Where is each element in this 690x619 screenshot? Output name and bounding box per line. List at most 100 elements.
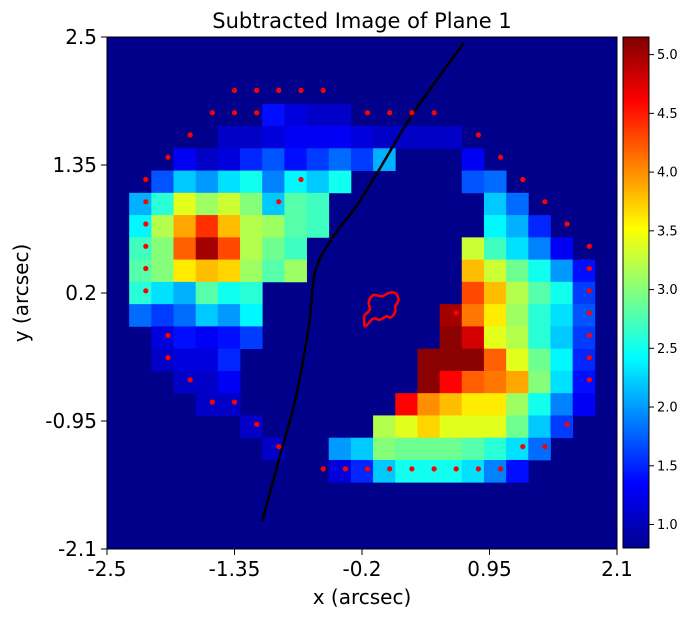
image-position-dot [143,199,149,205]
heatmap-cell [240,326,263,350]
image-position-dot [586,243,592,249]
colorbar-ticks: 1.0 1.5 2.0 2.5 3.0 3.5 4.0 4.5 5.0 [649,48,678,533]
heatmap-cell [461,259,485,283]
heatmap-cell [461,170,485,194]
heatmap-cell [483,304,507,327]
image-position-dot [143,288,149,294]
heatmap-cell [572,348,596,372]
heatmap-cell [262,192,285,216]
image-position-dot [409,110,415,116]
x-tick-label: 2.1 [601,557,633,581]
image-position-dot [231,110,238,116]
colorbar-tick-label: 1.0 [657,518,678,533]
y-tick-label: -2.1 [58,537,97,561]
heatmap-cell [129,259,152,283]
heatmap-cell [506,259,529,283]
heatmap-cell [151,237,174,261]
heatmap-cell [284,215,307,238]
image-position-dot [143,221,149,227]
heatmap-cell [483,393,507,416]
heatmap-cell [461,459,485,483]
image-position-dot [520,444,526,450]
heatmap-cell [129,304,152,327]
heatmap-cell [417,437,440,461]
heatmap-cell [417,393,440,416]
heatmap-cell [373,415,396,439]
heatmap-cell [483,170,507,194]
heatmap-cell [550,370,574,394]
heatmap-cell [373,437,396,461]
heatmap-cell [461,370,485,394]
image-position-dot [231,399,238,405]
heatmap-cell [195,215,219,238]
heatmap-cell [173,170,197,194]
heatmap-cell [506,459,529,483]
heatmap-cell [284,126,307,149]
heatmap-cell [439,393,463,416]
heatmap-cell [173,237,197,261]
image-position-dot [409,466,415,472]
heatmap-cell [151,170,174,194]
image-position-dot [320,87,326,93]
heatmap-cell [262,259,285,283]
heatmap-cell [173,259,197,283]
image-position-dot [498,466,504,472]
heatmap-cell [262,126,285,149]
heatmap-cell [439,126,463,149]
heatmap-cell [262,215,285,238]
heatmap-cell [129,281,152,305]
caustic-curve [362,291,400,328]
image-position-dot [187,132,193,138]
image-position-dot [165,332,171,338]
heatmap-cell [217,326,241,350]
heatmap-cell [550,393,574,416]
heatmap-cell [173,192,197,216]
heatmap-cell [217,304,241,327]
heatmap-cell [262,237,285,261]
heatmap-cell [483,459,507,483]
heatmap-cell [439,348,463,372]
heatmap-cell [284,170,307,194]
x-tick-label: -0.2 [342,557,381,581]
heatmap-cell [195,148,219,171]
heatmap-cell [217,126,241,149]
heatmap-cell [262,148,285,171]
heatmap-cell [550,237,574,261]
heatmap-cell [572,370,596,394]
image-position-dot [498,154,504,160]
heatmap-cell [506,348,529,372]
image-position-dot [564,421,570,427]
image-position-dot [364,466,371,472]
image-position-dot [231,87,238,93]
heatmap-cell [173,148,197,171]
image-position-dot [542,199,548,205]
image-position-dot [431,466,437,472]
heatmap-cell [328,148,352,171]
heatmap-cell [528,326,551,350]
colorbar-gradient [622,36,650,549]
plot-area [106,36,618,550]
image-position-dot [475,466,481,472]
heatmap-cell [572,326,596,350]
colorbar-tick-label: 4.5 [657,107,678,122]
heatmap-cell [373,126,396,149]
heatmap-cell [461,437,485,461]
heatmap-cell [483,192,507,216]
heatmap-cell [328,126,352,149]
y-tick-label: -0.95 [45,409,97,433]
heatmap-cell [306,170,330,194]
heatmap-cell [461,304,485,327]
heatmap-cell [483,215,507,238]
heatmap-cell [195,304,219,327]
heatmap-cell [284,192,307,216]
heatmap-cell [373,459,396,483]
heatmap-cell [217,348,241,372]
heatmap-cell [395,437,418,461]
heatmap-cell [506,281,529,305]
chart-title: Subtracted Image of Plane 1 [212,9,511,33]
image-position-dot [542,444,548,450]
image-position-dot [276,87,282,93]
heatmap-cell [195,370,219,394]
image-position-dot [364,110,371,116]
